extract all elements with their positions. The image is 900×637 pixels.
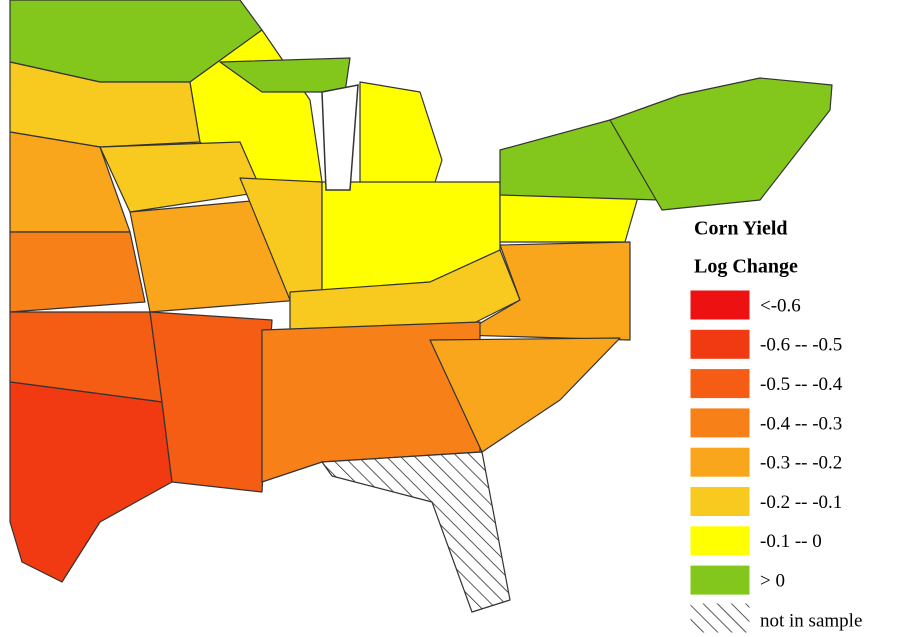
region [99, 141, 263, 213]
legend-label: -0.1 -- 0 [760, 531, 822, 552]
legend-swatch [689, 446, 751, 478]
legend-subtitle: Log Change [694, 256, 798, 278]
legend-label: -0.3 -- -0.2 [760, 453, 842, 474]
region [429, 337, 621, 453]
legend-label: > 0 [760, 570, 785, 591]
legend-label: -0.4 -- -0.3 [760, 413, 842, 434]
lake-michigan [321, 84, 359, 191]
legend-no-data-swatch [689, 602, 751, 634]
legend-label: -0.5 -- -0.4 [760, 374, 843, 395]
legend-swatch [689, 407, 751, 439]
legend-swatch [689, 328, 751, 360]
legend-title: Corn Yield [694, 218, 788, 240]
region [9, 231, 146, 313]
region [9, 381, 173, 583]
legend-swatch [689, 289, 751, 321]
region-no-data [321, 451, 511, 613]
legend-swatch [689, 525, 751, 557]
legend-label: <-0.6 [760, 295, 801, 316]
legend: Corn Yield Log Change not in sample <-0.… [689, 218, 862, 634]
region [149, 311, 273, 493]
region [609, 77, 833, 211]
region [459, 241, 631, 341]
legend-label: -0.6 -- -0.5 [760, 335, 842, 356]
legend-label: -0.2 -- -0.1 [760, 492, 842, 513]
legend-swatch [689, 368, 751, 400]
legend-no-data-label: not in sample [760, 610, 862, 631]
map-regions [9, 0, 833, 613]
legend-swatch [689, 486, 751, 517]
legend-swatch [689, 564, 751, 596]
region [359, 81, 443, 193]
